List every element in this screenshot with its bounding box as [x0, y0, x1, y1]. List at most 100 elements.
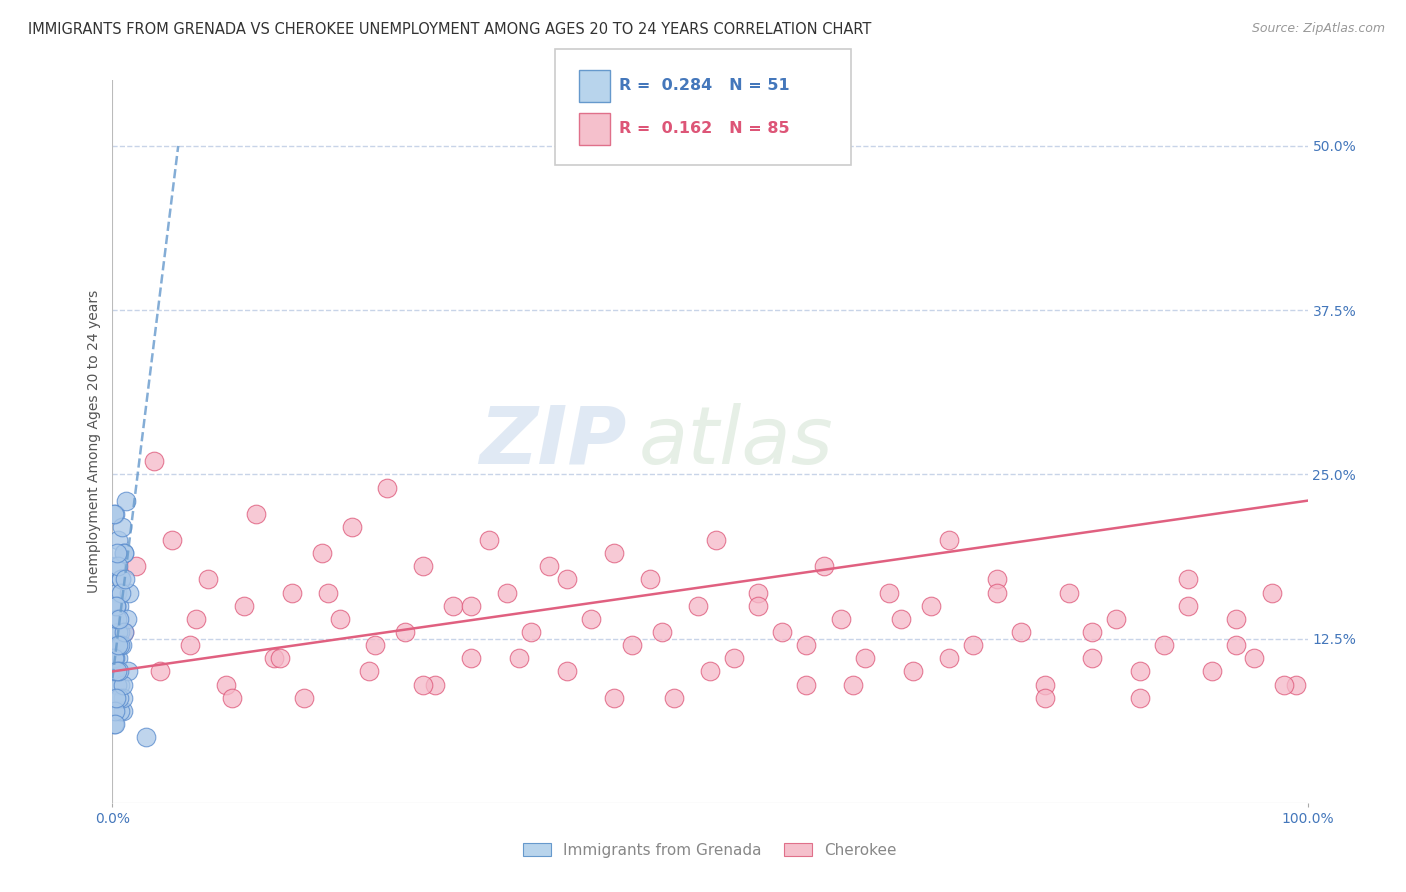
Point — [986, 585, 1008, 599]
Point — [104, 665, 127, 679]
Point — [1153, 638, 1175, 652]
Point — [1201, 665, 1223, 679]
Point — [135, 730, 157, 744]
Point — [1057, 585, 1080, 599]
Point — [537, 559, 560, 574]
Text: R =  0.284   N = 51: R = 0.284 N = 51 — [619, 78, 789, 93]
Point — [1081, 625, 1104, 640]
Point — [110, 638, 132, 652]
Point — [107, 665, 129, 679]
Point — [688, 599, 710, 613]
Point — [143, 454, 166, 468]
Point — [986, 573, 1008, 587]
Point — [920, 599, 942, 613]
Point — [105, 690, 128, 705]
Point — [938, 651, 960, 665]
Point — [107, 559, 129, 574]
Point — [111, 520, 134, 534]
Point — [1129, 665, 1152, 679]
Point — [107, 651, 129, 665]
Point — [412, 677, 434, 691]
Point — [114, 573, 136, 587]
Point — [640, 573, 662, 587]
Point — [118, 585, 141, 599]
Text: atlas: atlas — [638, 402, 834, 481]
Point — [879, 585, 901, 599]
Point — [603, 690, 626, 705]
Point — [579, 612, 602, 626]
Point — [107, 638, 129, 652]
Point — [292, 690, 315, 705]
Point — [460, 599, 482, 613]
Point — [111, 677, 134, 691]
Point — [103, 717, 125, 731]
Point — [329, 612, 352, 626]
Point — [103, 507, 125, 521]
Point — [108, 612, 131, 626]
Point — [107, 546, 129, 560]
Point — [794, 638, 817, 652]
Point — [664, 690, 686, 705]
Point — [233, 599, 256, 613]
Point — [831, 612, 853, 626]
Point — [441, 599, 464, 613]
Point — [112, 704, 135, 718]
Point — [105, 677, 128, 691]
Point — [110, 573, 132, 587]
Point — [105, 665, 128, 679]
Point — [108, 690, 131, 705]
Point — [890, 612, 912, 626]
Point — [747, 585, 769, 599]
Point — [149, 665, 172, 679]
Point — [364, 638, 387, 652]
Point — [359, 665, 381, 679]
Point — [110, 573, 132, 587]
Y-axis label: Unemployment Among Ages 20 to 24 years: Unemployment Among Ages 20 to 24 years — [87, 290, 101, 593]
Point — [111, 638, 134, 652]
Point — [115, 612, 138, 626]
Point — [107, 625, 129, 640]
Point — [125, 559, 148, 574]
Point — [103, 612, 125, 626]
Point — [699, 665, 721, 679]
Point — [1010, 625, 1032, 640]
Point — [108, 677, 131, 691]
Point — [1261, 585, 1284, 599]
Point — [263, 651, 285, 665]
Point — [104, 651, 127, 665]
Point — [108, 599, 131, 613]
Point — [520, 625, 543, 640]
Point — [105, 612, 128, 626]
Point — [114, 546, 135, 560]
Text: Source: ZipAtlas.com: Source: ZipAtlas.com — [1251, 22, 1385, 36]
Point — [340, 520, 363, 534]
Point — [460, 651, 482, 665]
Point — [1272, 677, 1295, 691]
Point — [162, 533, 183, 547]
Point — [103, 665, 125, 679]
Text: ZIP: ZIP — [479, 402, 627, 481]
Point — [621, 638, 644, 652]
Point — [105, 638, 128, 652]
Point — [215, 677, 238, 691]
Text: R =  0.162   N = 85: R = 0.162 N = 85 — [619, 121, 789, 136]
Point — [1225, 638, 1247, 652]
Point — [105, 599, 128, 613]
Point — [107, 533, 129, 547]
Point — [794, 677, 817, 691]
Point — [281, 585, 304, 599]
Point — [903, 665, 925, 679]
Point — [651, 625, 673, 640]
Point — [1285, 677, 1308, 691]
Point — [1105, 612, 1128, 626]
Point — [110, 585, 132, 599]
Point — [723, 651, 745, 665]
Point — [186, 612, 208, 626]
Point — [221, 690, 243, 705]
Point — [311, 546, 333, 560]
Point — [114, 625, 135, 640]
Point — [245, 507, 267, 521]
Text: IMMIGRANTS FROM GRENADA VS CHEROKEE UNEMPLOYMENT AMONG AGES 20 TO 24 YEARS CORRE: IMMIGRANTS FROM GRENADA VS CHEROKEE UNEM… — [28, 22, 872, 37]
Point — [103, 651, 125, 665]
Point — [508, 651, 530, 665]
